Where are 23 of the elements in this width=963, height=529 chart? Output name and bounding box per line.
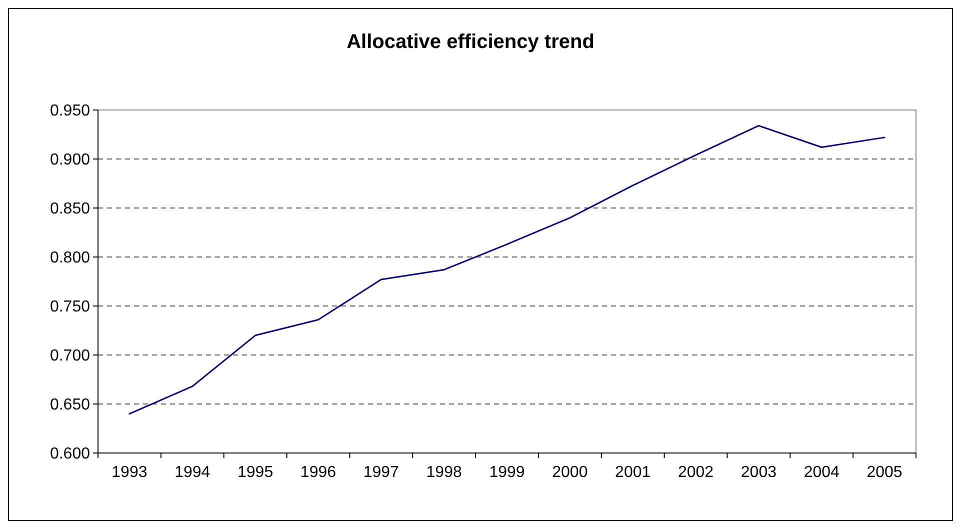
x-tick-label: 2000 bbox=[552, 464, 588, 481]
x-tick-label: 1993 bbox=[112, 464, 148, 481]
y-tick-label: 0.900 bbox=[50, 152, 90, 169]
y-tick-label: 0.700 bbox=[50, 348, 90, 365]
x-tick-label: 2002 bbox=[678, 464, 714, 481]
y-tick-label: 0.950 bbox=[50, 102, 90, 120]
x-tick-label: 2003 bbox=[740, 464, 777, 481]
x-tick-label: 1997 bbox=[363, 464, 400, 481]
x-tick-label: 1995 bbox=[238, 464, 274, 481]
y-tick-label: 0.750 bbox=[50, 298, 90, 316]
x-tick-label: 1998 bbox=[426, 464, 462, 481]
y-tick-label: 0.600 bbox=[50, 446, 90, 463]
x-tick-label: 1994 bbox=[174, 464, 210, 481]
x-tick-label: 2004 bbox=[804, 464, 840, 481]
y-tick-label: 0.850 bbox=[50, 200, 90, 218]
x-tick-label: 2005 bbox=[866, 464, 902, 481]
x-tick-label: 1999 bbox=[489, 464, 525, 481]
x-tick-label: 1996 bbox=[300, 464, 336, 481]
x-tick-label: 2001 bbox=[615, 464, 651, 481]
y-tick-label: 0.800 bbox=[50, 250, 90, 267]
line-series bbox=[128, 124, 886, 415]
y-tick-label: 0.650 bbox=[50, 396, 90, 414]
chart-title: Allocative efficiency trend bbox=[346, 31, 594, 53]
